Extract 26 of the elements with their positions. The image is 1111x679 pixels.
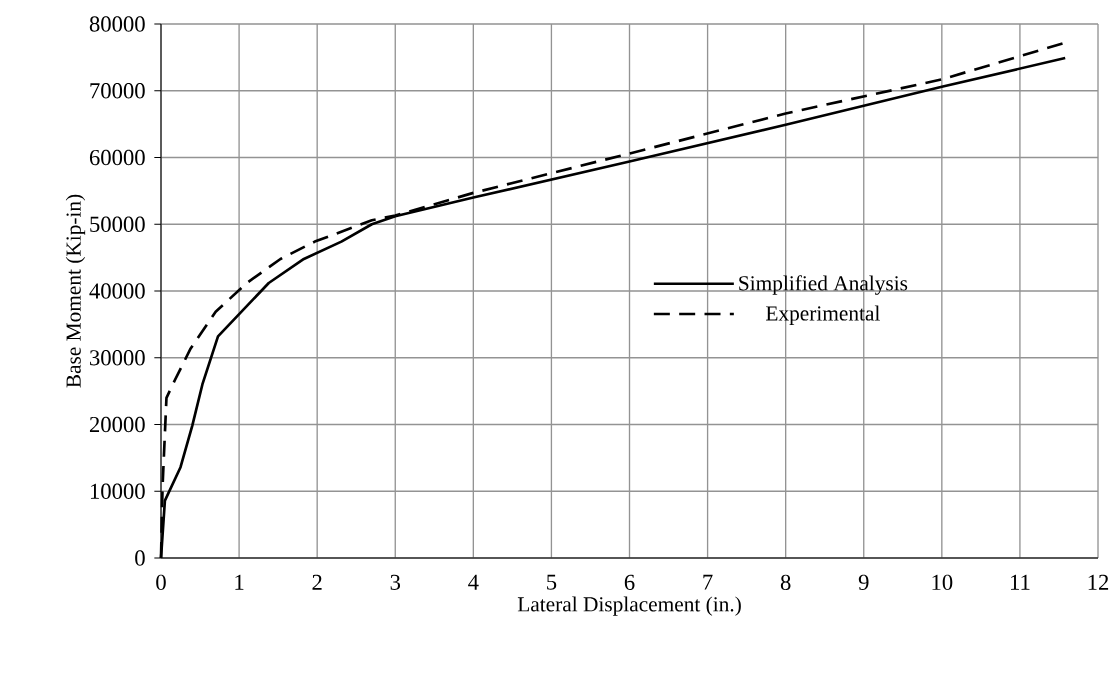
legend-label: Experimental	[766, 305, 880, 325]
x-tick-label: 9	[858, 574, 869, 590]
y-tick-label: 40000	[89, 283, 145, 299]
x-tick-label: 1	[235, 574, 244, 590]
x-tick-label: 10	[932, 574, 953, 591]
y-axis-title: Base Moment (Kip-in)	[65, 194, 86, 388]
x-tick-label: 12	[1088, 574, 1109, 590]
y-tick-label: 30000	[90, 350, 145, 366]
x-tick-label: 4	[468, 574, 479, 590]
x-axis-title: Lateral Displacement (in.)	[517, 596, 741, 616]
y-tick-label: 80000	[89, 16, 145, 32]
x-tick-label: 8	[780, 574, 791, 591]
x-tick-label: 2	[312, 574, 322, 590]
y-tick-label: 10000	[90, 483, 145, 499]
x-tick-label: 11	[1011, 574, 1030, 590]
x-tick-label: 7	[703, 574, 713, 590]
x-tick-label: 5	[547, 574, 557, 590]
x-tick-label: 0	[156, 574, 166, 591]
y-tick-label: 60000	[89, 149, 145, 166]
y-tick-label: 70000	[90, 83, 145, 99]
legend-label: Simplified Analysis	[739, 275, 908, 295]
y-tick-label: 20000	[89, 416, 145, 433]
x-tick-label: 6	[624, 574, 635, 590]
x-tick-label: 3	[390, 574, 401, 590]
y-tick-label: 0	[135, 550, 145, 566]
y-tick-label: 50000	[90, 216, 145, 232]
